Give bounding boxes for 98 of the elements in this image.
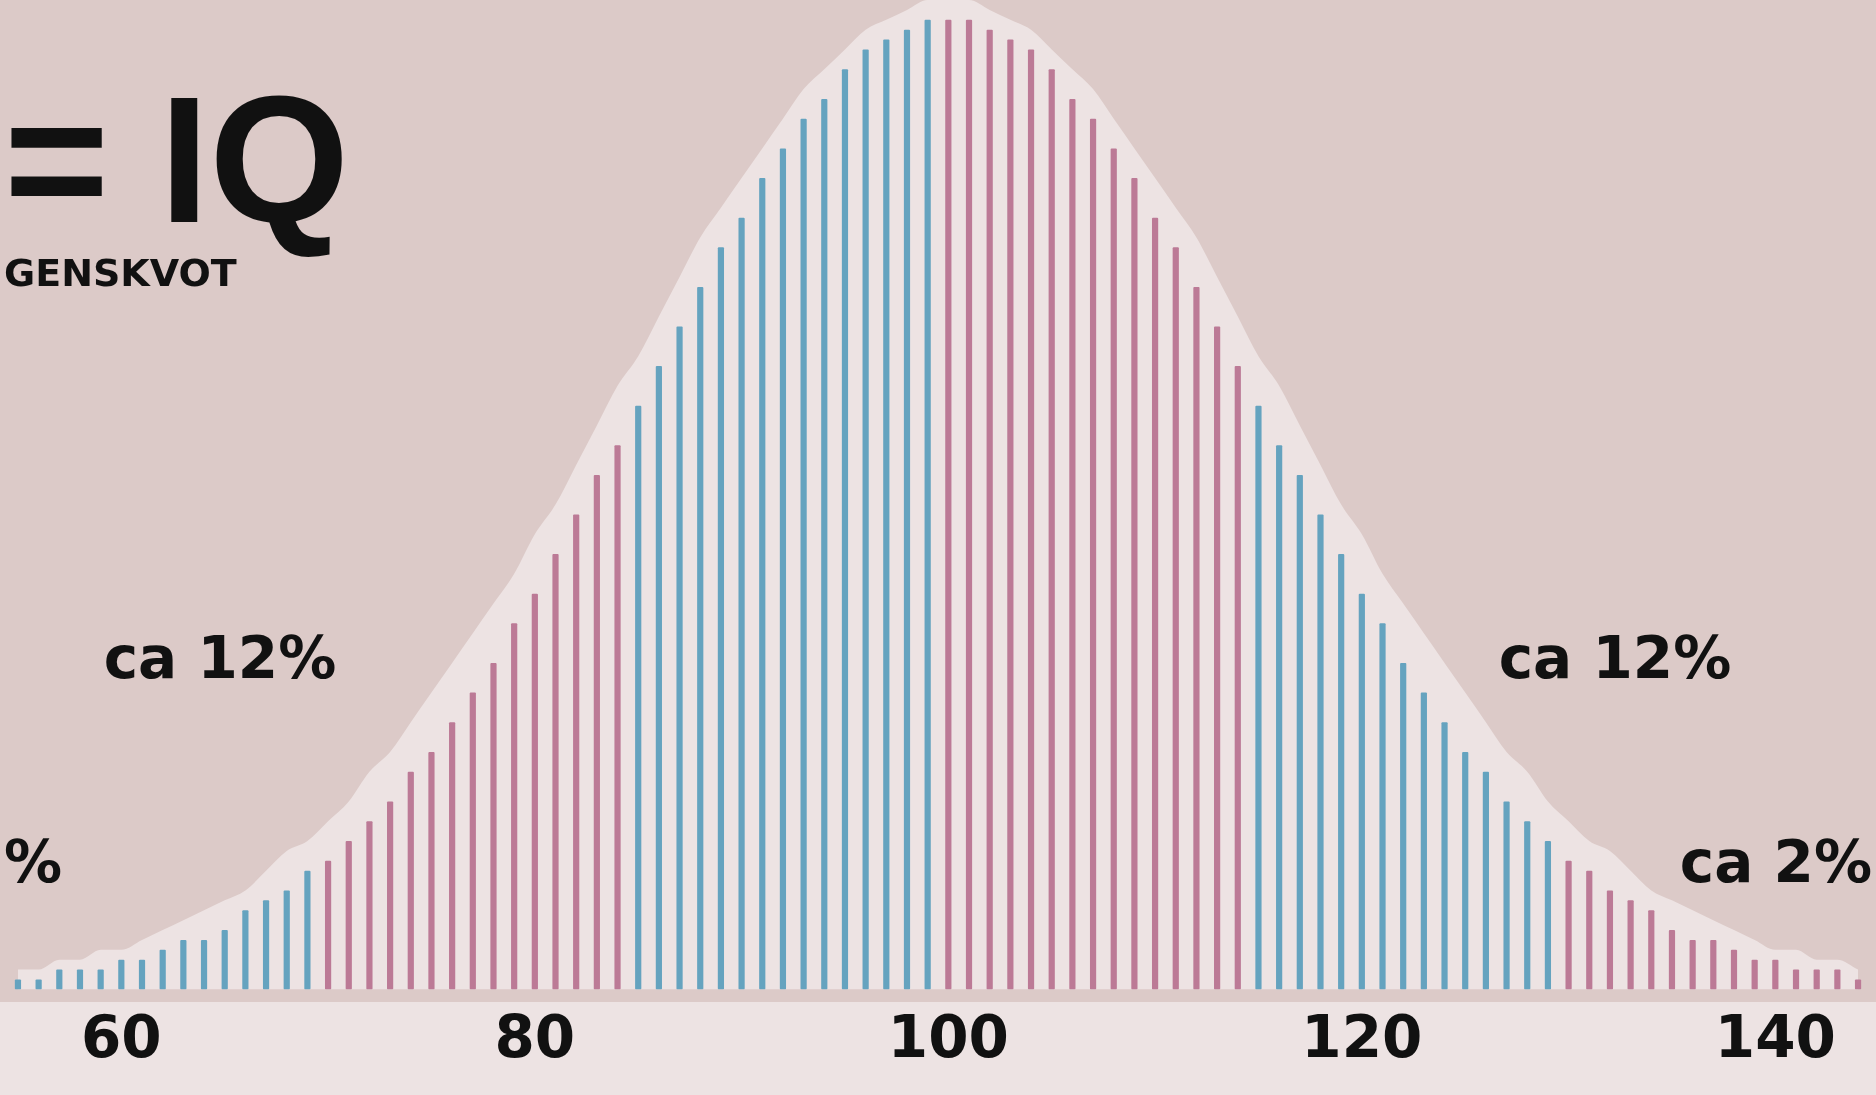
bar — [1730, 949, 1738, 990]
bar — [118, 959, 125, 990]
x-tick-label: 140 — [1714, 1003, 1836, 1072]
annotation: ca 12% — [1498, 624, 1732, 692]
bar — [1379, 623, 1386, 990]
bar — [1027, 49, 1035, 990]
bar — [97, 969, 104, 990]
bar — [779, 148, 787, 990]
bar — [1276, 445, 1283, 990]
annotation: ca 12% — [103, 624, 337, 692]
bar — [573, 514, 580, 990]
bar — [1772, 959, 1779, 990]
bar — [1193, 286, 1200, 990]
bar — [1813, 969, 1820, 990]
bar — [428, 751, 435, 990]
bar — [1214, 326, 1221, 990]
bar — [593, 474, 600, 990]
bar — [1089, 118, 1097, 990]
bar — [1482, 771, 1489, 990]
bar — [76, 969, 84, 990]
bar — [1338, 554, 1345, 990]
bar — [862, 49, 869, 990]
bar — [697, 286, 704, 990]
bar — [676, 326, 683, 990]
bar — [800, 118, 807, 990]
bar — [717, 247, 725, 990]
bar — [655, 366, 662, 990]
bar — [1131, 178, 1138, 990]
annotation: ca 2% — [1679, 828, 1872, 896]
bar — [366, 821, 373, 990]
bar — [283, 890, 290, 990]
bar — [1586, 870, 1593, 990]
bar — [883, 39, 890, 990]
bar — [304, 870, 311, 990]
bar — [1151, 217, 1159, 990]
bar — [552, 554, 559, 990]
bar — [221, 930, 228, 990]
x-tick-label: 60 — [80, 1003, 162, 1072]
bar — [200, 939, 208, 990]
bar — [56, 969, 63, 990]
bar — [1358, 593, 1365, 990]
bar — [924, 19, 931, 990]
bar — [1400, 662, 1407, 990]
bar — [1648, 910, 1655, 990]
annotation: GENSKVOT — [4, 251, 237, 295]
bar — [324, 860, 332, 990]
bar — [1462, 751, 1469, 990]
bar — [1524, 821, 1531, 990]
bar — [1792, 969, 1800, 990]
bar — [1317, 514, 1324, 990]
x-tick-label: 80 — [494, 1003, 576, 1072]
bar — [1048, 69, 1055, 990]
bar — [1110, 148, 1117, 990]
bar — [242, 910, 249, 990]
bar — [1668, 930, 1676, 990]
bar — [1441, 722, 1448, 990]
bar — [387, 801, 394, 990]
bar — [1565, 860, 1572, 990]
bar — [407, 771, 414, 990]
bar — [738, 217, 745, 990]
bar — [1689, 939, 1696, 990]
bar — [531, 593, 538, 990]
bar — [986, 29, 993, 990]
bar — [345, 840, 352, 990]
bar — [138, 959, 146, 990]
bar — [1627, 900, 1634, 990]
bar — [159, 949, 166, 990]
bar — [614, 445, 621, 990]
bar — [1751, 959, 1758, 990]
bar — [821, 98, 828, 990]
bar — [1710, 939, 1717, 990]
bar — [1834, 969, 1841, 990]
bar — [180, 939, 187, 990]
bar — [1420, 692, 1427, 990]
bar — [1069, 98, 1076, 990]
bar — [35, 979, 42, 990]
bar — [1172, 247, 1179, 990]
bar — [841, 69, 849, 990]
bar — [262, 900, 270, 990]
bar — [511, 623, 518, 990]
bar — [1234, 366, 1241, 990]
bar — [1296, 474, 1303, 990]
annotation: % — [4, 828, 63, 896]
bar — [1606, 890, 1614, 990]
bar — [469, 692, 476, 990]
bar — [490, 662, 497, 990]
bar — [965, 19, 973, 990]
bar — [1544, 840, 1552, 990]
bar — [1255, 405, 1262, 990]
bar — [903, 29, 911, 990]
bar — [759, 178, 766, 990]
bar — [635, 405, 642, 990]
x-tick-label: 100 — [887, 1003, 1009, 1072]
bar — [449, 722, 456, 990]
bar — [1007, 39, 1014, 990]
bar — [1503, 801, 1510, 990]
bar — [945, 19, 952, 990]
x-tick-label: 120 — [1301, 1003, 1423, 1072]
